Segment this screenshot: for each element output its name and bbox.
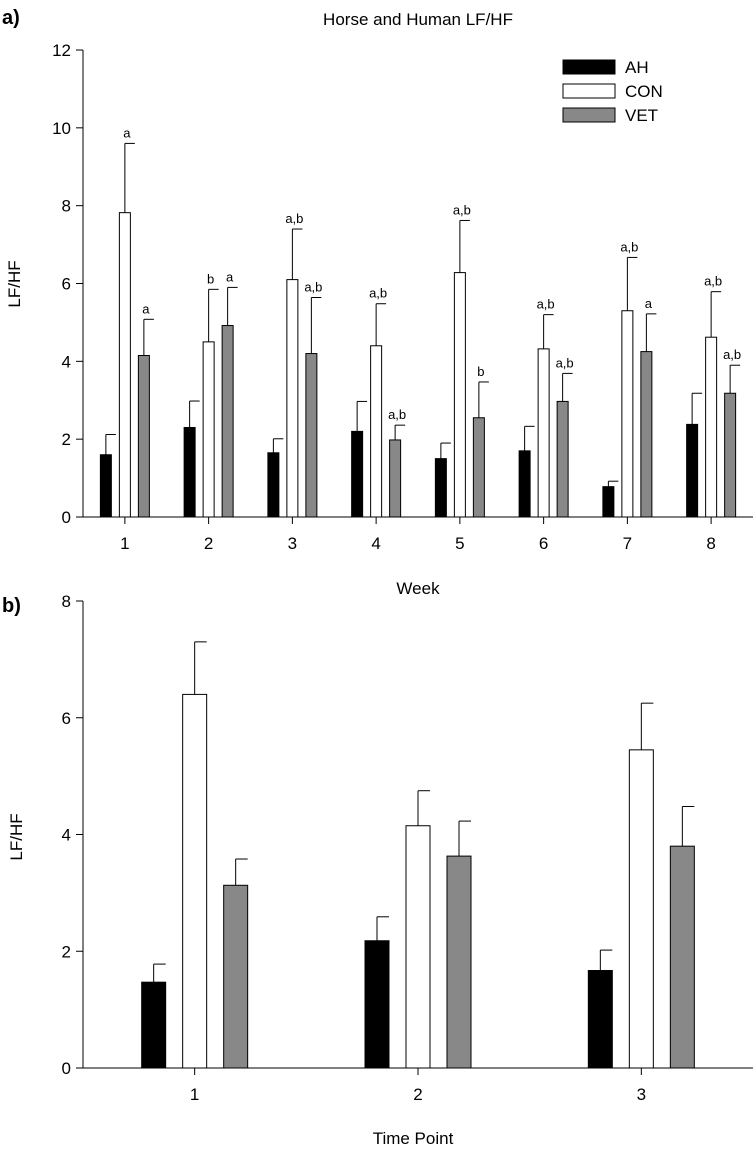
chart-b-y-tick-label: 4 <box>62 826 71 845</box>
chart-a-x-axis-title: Week <box>396 579 440 598</box>
chart-a-significance-label: a <box>226 269 234 284</box>
chart-a-significance-label: a,b <box>556 355 574 370</box>
chart-a-significance-label: b <box>477 364 484 379</box>
chart-a-legend-swatch-ah <box>562 59 616 75</box>
chart-a-x-tick-label: 2 <box>204 534 213 553</box>
chart-a-bar-vet <box>556 400 569 518</box>
chart-b-y-tick-label: 6 <box>62 709 71 728</box>
chart-a-bar-con <box>537 348 550 518</box>
chart-a-significance-label: a,b <box>388 407 406 422</box>
chart-a-significance-label: a,b <box>537 297 555 312</box>
chart-b-y-tick-label: 8 <box>62 592 71 611</box>
chart-b-bar-con <box>182 693 208 1069</box>
chart-a-bar-vet <box>389 439 402 518</box>
chart-b-bar-vet <box>446 855 472 1069</box>
chart-b-bar-ah <box>141 981 167 1069</box>
chart-a-significance-label: a <box>142 301 150 316</box>
chart-a-significance-label: a,b <box>620 239 638 254</box>
chart-b-x-tick-label: 1 <box>190 1085 199 1104</box>
chart-a-significance-label: a <box>645 296 653 311</box>
chart-a-legend-label-vet: VET <box>625 106 658 125</box>
chart-a-legend-swatch-vet <box>562 107 616 123</box>
chart-b-y-axis-title: LF/HF <box>7 813 26 860</box>
chart-a-bar-con <box>621 310 634 518</box>
chart-a-legend-swatch-con <box>562 83 616 99</box>
chart-a-y-tick-label: 4 <box>62 352 71 371</box>
chart-a-y-tick-label: 8 <box>62 197 71 216</box>
chart-a-legend-label-ah: AH <box>625 58 649 77</box>
chart-a-bar-con <box>202 341 215 518</box>
chart-a-bar-ah <box>99 454 112 518</box>
chart-b-x-tick-label: 2 <box>413 1085 422 1104</box>
chart-b-bar-ah <box>587 970 613 1069</box>
chart-a-bar-ah <box>267 452 280 518</box>
chart-a-significance-label: a,b <box>704 274 722 289</box>
chart-a-bar-vet <box>137 354 150 518</box>
chart-a-bar-vet <box>472 417 485 518</box>
chart-b-x-axis-title: Time Point <box>373 1129 454 1148</box>
chart-a-x-tick-label: 4 <box>371 534 380 553</box>
chart-a-x-tick-label: 8 <box>706 534 715 553</box>
chart-a-bar-vet <box>221 325 234 518</box>
chart-a-significance-label: a <box>123 125 131 140</box>
chart-a-x-tick-label: 6 <box>539 534 548 553</box>
chart-b-bar-con <box>628 749 654 1069</box>
chart-a: Horse and Human LF/HF Week LF/HF 0 2 4 6 8 10… <box>5 10 753 598</box>
chart-a-bar-ah <box>183 426 196 518</box>
chart-a-significance-label: a,b <box>285 211 303 226</box>
chart-a-significance-label: b <box>207 271 214 286</box>
chart-b-bar-con <box>405 825 431 1069</box>
chart-b-y-tick-label: 2 <box>62 942 71 961</box>
chart-a-y-tick-label: 0 <box>62 508 71 527</box>
chart-a-y-tick-label: 2 <box>62 430 71 449</box>
chart-a-bar-ah <box>434 458 447 518</box>
chart-b-marks: 0 2 4 6 8 1 2 3 <box>62 592 753 1104</box>
chart-a-significance-label: a,b <box>453 202 471 217</box>
chart-a-bar-ah <box>602 486 615 518</box>
chart-a-bar-vet <box>305 353 318 518</box>
chart-b-bar-vet <box>223 884 249 1069</box>
chart-b-y-tick-label: 0 <box>62 1059 71 1078</box>
chart-a-bar-con <box>370 345 383 518</box>
panel-a-label: a) <box>2 7 20 29</box>
chart-a-y-tick-label: 12 <box>52 41 71 60</box>
chart-b-bar-ah <box>364 940 390 1069</box>
chart-a-legend-label-con: CON <box>625 82 663 101</box>
chart-a-bar-ah <box>518 450 531 518</box>
chart-a-y-axis-title: LF/HF <box>5 260 24 307</box>
chart-a-bar-con <box>705 336 718 518</box>
chart-a-y-tick-label: 10 <box>52 119 71 138</box>
chart-a-title: Horse and Human LF/HF <box>323 10 513 29</box>
chart-a-significance-label: a,b <box>723 347 741 362</box>
chart-a-bar-vet <box>724 392 737 518</box>
chart-a-bar-con <box>286 279 299 518</box>
chart-a-bar-con <box>118 212 131 518</box>
chart-a-x-tick-label: 7 <box>623 534 632 553</box>
chart-a-significance-label: a,b <box>304 280 322 295</box>
chart-a-bar-vet <box>640 351 653 518</box>
chart-b: Time Point LF/HF 0 2 4 6 8 1 2 3 <box>7 592 753 1148</box>
chart-b-bar-vet <box>669 845 695 1069</box>
chart-a-bar-ah <box>686 423 699 518</box>
chart-b-x-tick-label: 3 <box>637 1085 646 1104</box>
chart-a-bar-ah <box>351 430 364 518</box>
panel-b-label: b) <box>2 595 21 617</box>
chart-a-bar-con <box>453 272 466 518</box>
chart-a-x-tick-label: 3 <box>288 534 297 553</box>
chart-a-significance-label: a,b <box>369 286 387 301</box>
chart-a-x-tick-label: 5 <box>455 534 464 553</box>
chart-a-y-tick-label: 6 <box>62 275 71 294</box>
chart-a-x-tick-label: 1 <box>120 534 129 553</box>
